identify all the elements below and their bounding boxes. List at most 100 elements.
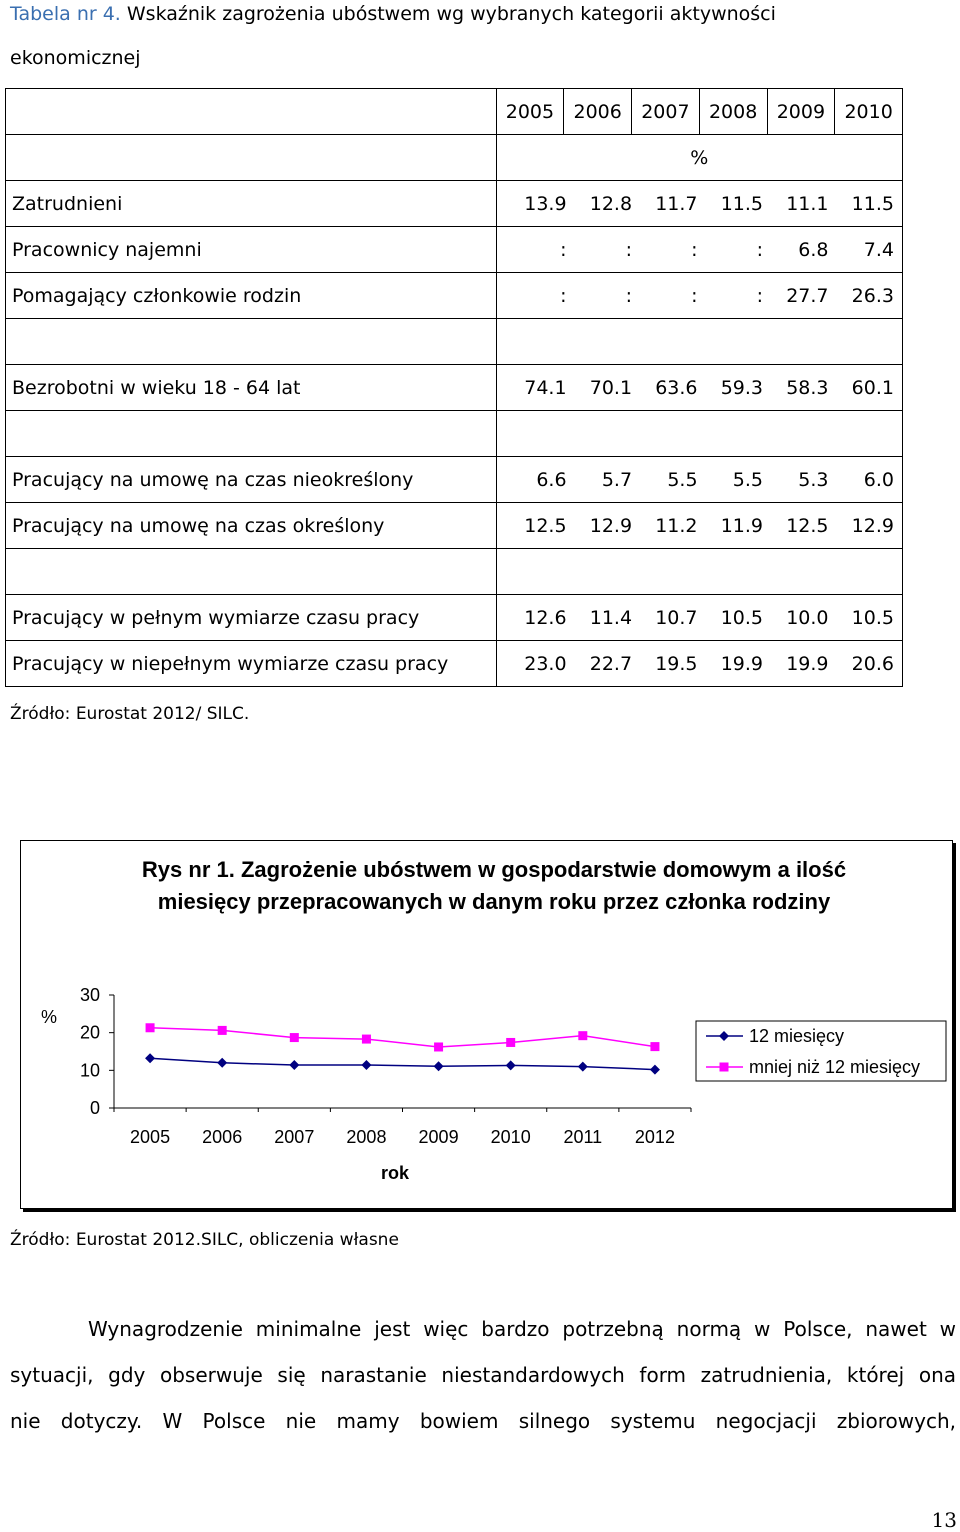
legend-marker-square — [719, 1062, 729, 1072]
table-cell-value: 19.9 — [720, 652, 764, 675]
table-row: Pracujący na umowę na czas nieokreślony 6… — [5, 456, 904, 503]
table-header-empty — [5, 88, 497, 135]
row-values: 13.9 12.8 11.7 11.5 11.1 11.5 — [495, 180, 904, 227]
table-cell-value: 6.8 — [798, 238, 829, 261]
table-row: Zatrudnieni 13.9 12.8 11.7 11.5 11.1 11.5 — [5, 180, 904, 227]
row-label — [5, 410, 497, 457]
data-point-diamond — [433, 1061, 444, 1072]
table-cell-value: 11.7 — [655, 192, 698, 215]
page-number: 13 — [931, 1508, 957, 1532]
table-cell-value: 6.0 — [863, 468, 894, 491]
chart-frame: Rys nr 1. Zagrożenie ubóstwem w gospodar… — [20, 840, 953, 1209]
table-cell-value: : — [560, 238, 567, 261]
x-tick-label: 2007 — [274, 1127, 314, 1147]
table-cell-value: : — [625, 238, 633, 261]
table-source: Źródło: Eurostat 2012/ SILC. — [10, 704, 250, 724]
row-label: Pomagający członkowie rodzin — [5, 272, 497, 319]
table-cell-value: 11.5 — [851, 192, 894, 215]
table-header-year: 2007 — [631, 88, 700, 135]
table-cell-value: 11.2 — [655, 514, 698, 537]
row-values: 74.1 70.1 63.6 59.3 58.3 60.1 — [495, 364, 904, 411]
table-header-year: 2009 — [766, 88, 836, 135]
table-caption-continued: ekonomicznej — [10, 47, 141, 69]
table-row: Pomagający członkowie rodzin::::27.7 26.3 — [5, 272, 904, 319]
table-cell-value: 27.7 — [786, 284, 829, 307]
table-cell-value: 19.5 — [655, 652, 698, 675]
table-spacer-row — [5, 318, 904, 365]
table-row: Pracujący w niepełnym wymiarze czasu pra… — [5, 640, 904, 687]
y-tick-label: 0 — [90, 1098, 100, 1118]
table-row: Pracujący na umowę na czas określony 12.5… — [5, 502, 904, 549]
row-label: Bezrobotni w wieku 18 - 64 lat — [5, 364, 497, 411]
table-cell-value: 10.5 — [851, 606, 894, 629]
row-values: ::::27.7 26.3 — [495, 272, 904, 319]
table-cell-value: 12.9 — [851, 514, 894, 537]
data-point-square — [434, 1042, 444, 1052]
row-values — [495, 548, 904, 595]
body-text-line-1: Wynagrodzenie minimalne jest więc bardzo… — [88, 1317, 956, 1341]
data-point-square — [361, 1034, 371, 1044]
data-point-square — [650, 1042, 660, 1052]
table-cell-value: 12.8 — [589, 192, 633, 215]
table-cell-value: 11.5 — [720, 192, 764, 215]
table-header-year: 2008 — [698, 88, 768, 135]
table-cell-value: 5.7 — [601, 468, 633, 491]
table-cell-value: 59.3 — [720, 376, 764, 399]
data-point-diamond — [361, 1060, 372, 1071]
data-point-diamond — [649, 1064, 660, 1075]
row-label: Zatrudnieni — [5, 180, 497, 227]
table-cell-value: 12.5 — [524, 514, 567, 537]
chart-title: Rys nr 1. Zagrożenie ubóstwem w gospodar… — [141, 857, 847, 914]
table-cell-value: : — [756, 284, 764, 307]
table-cell-value: 26.3 — [851, 284, 894, 307]
table-cell-value: 10.5 — [720, 606, 764, 629]
data-point-square — [145, 1023, 155, 1033]
table-cell-value: 11.9 — [720, 514, 764, 537]
table-cell-value: 5.3 — [798, 468, 829, 491]
table-spacer-row — [5, 410, 904, 457]
table-cell-value: 63.6 — [655, 376, 698, 399]
table-row: Bezrobotni w wieku 18 - 64 lat 74.1 70.1 63… — [5, 364, 904, 411]
table-cell-value: 5.5 — [667, 468, 698, 491]
table-cell-value: 58.3 — [786, 376, 829, 399]
row-label: Pracownicy najemni — [5, 226, 497, 273]
row-values: 23.0 22.7 19.5 19.9 19.9 20.6 — [495, 640, 904, 687]
table-cell-value: 22.7 — [589, 652, 633, 675]
series-line — [150, 1027, 656, 1048]
x-tick-label: 2005 — [130, 1127, 170, 1147]
data-point-diamond — [289, 1060, 300, 1071]
poverty-risk-table: 2005 2006 2007 2008 2009 2010% Zatrudnieni 13.9… — [5, 88, 904, 687]
data-point-square — [506, 1037, 516, 1047]
row-label — [5, 548, 497, 595]
x-tick-label: 2009 — [419, 1127, 459, 1147]
row-values: 12.5 12.9 11.2 11.9 12.5 12.9 — [495, 502, 904, 549]
y-axis-label: % — [41, 1007, 57, 1027]
table-caption-title: Wskaźnik zagrożenia ubóstwem wg wybranyc… — [126, 3, 776, 25]
table-cell-value: 74.1 — [524, 376, 567, 399]
table-cell-value: 12.6 — [524, 606, 567, 629]
table-header-year: 2006 — [563, 88, 633, 135]
line-chart: 0 10 20 30 2005 2006 2007 2008 2009 2010 2011 2012%… — [41, 985, 947, 1183]
x-tick-label: 2011 — [563, 1127, 602, 1147]
row-label — [5, 318, 497, 365]
data-point-diamond — [217, 1057, 228, 1068]
table-cell-value: 7.4 — [863, 238, 894, 261]
data-point-square — [217, 1025, 227, 1035]
row-label: Pracujący na umowę na czas określony — [5, 502, 497, 549]
y-tick-label: 10 — [80, 1060, 100, 1080]
chart-source: Źródło: Eurostat 2012.SILC, obliczenia w… — [10, 1230, 399, 1250]
table-header-empty — [5, 134, 497, 181]
table-cell-value: 12.5 — [786, 514, 829, 537]
table-cell-value: : — [756, 238, 764, 261]
table-cell-value: 19.9 — [786, 652, 829, 675]
table-caption: Tabela nr 4. Wskaźnik zagrożenia ubóstwe… — [10, 2, 776, 26]
table-header-year: 2010 — [834, 88, 903, 135]
legend-label: 12 miesięcy — [749, 1026, 844, 1046]
x-tick-label: 2010 — [491, 1127, 531, 1147]
data-point-square — [289, 1033, 299, 1043]
table-cell-value: 6.6 — [536, 468, 567, 491]
table-header-years: 2005 2006 2007 2008 2009 2010 — [5, 88, 903, 135]
table-cell-value: 70.1 — [589, 376, 633, 399]
row-values: :::: 6.8 7.4 — [495, 226, 904, 273]
row-values — [495, 318, 904, 365]
